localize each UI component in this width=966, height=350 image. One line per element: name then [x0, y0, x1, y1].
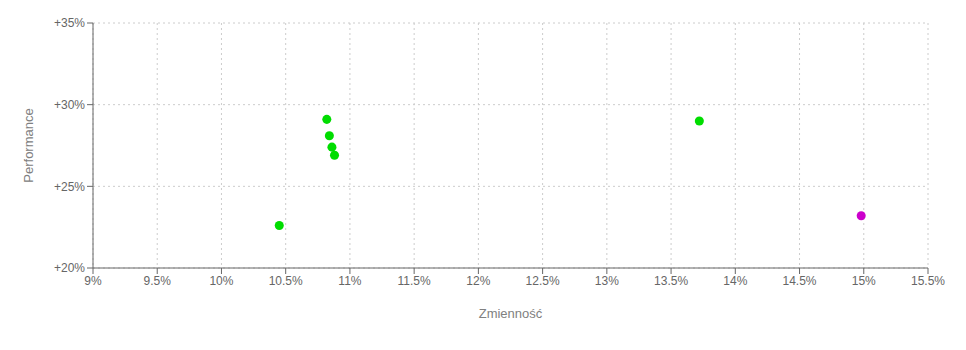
svg-text:13%: 13%	[595, 274, 619, 288]
svg-text:10%: 10%	[209, 274, 233, 288]
svg-text:13.5%: 13.5%	[654, 274, 688, 288]
svg-text:11%: 11%	[338, 274, 361, 288]
svg-text:15%: 15%	[852, 274, 876, 288]
svg-text:14.5%: 14.5%	[783, 274, 817, 288]
svg-text:+35%: +35%	[54, 16, 85, 30]
svg-text:15.5%: 15.5%	[911, 274, 945, 288]
svg-text:9%: 9%	[84, 274, 102, 288]
svg-text:Performance: Performance	[21, 108, 36, 182]
svg-text:12%: 12%	[466, 274, 490, 288]
svg-text:+30%: +30%	[54, 98, 85, 112]
svg-text:14%: 14%	[723, 274, 747, 288]
svg-text:+25%: +25%	[54, 180, 85, 194]
svg-text:10.5%: 10.5%	[269, 274, 303, 288]
svg-text:9.5%: 9.5%	[144, 274, 172, 288]
svg-text:+20%: +20%	[54, 261, 85, 275]
svg-text:Zmienność: Zmienność	[479, 306, 543, 321]
svg-text:12.5%: 12.5%	[526, 274, 560, 288]
svg-text:11.5%: 11.5%	[398, 274, 431, 288]
